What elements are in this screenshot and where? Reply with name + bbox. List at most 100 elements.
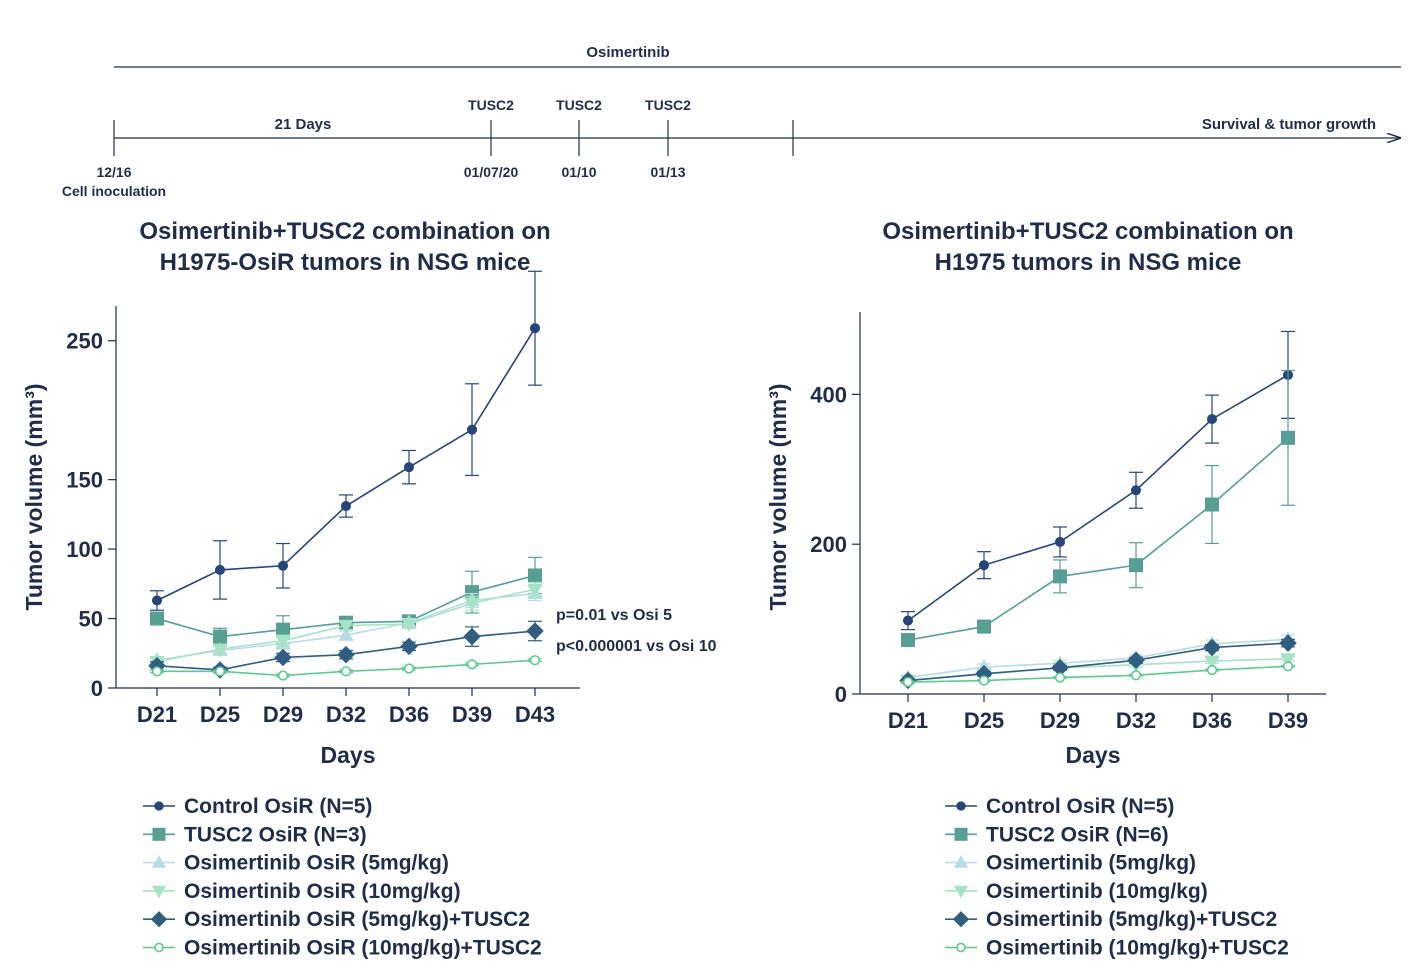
legend-marker	[154, 942, 164, 953]
data-point	[527, 583, 543, 598]
start-event: Cell inoculation	[62, 183, 166, 199]
data-point	[1205, 497, 1219, 512]
legend-item: Osimertinib OsiR (5mg/kg)	[143, 852, 449, 875]
y-tick-label: 250	[66, 329, 103, 354]
data-point	[212, 643, 228, 658]
data-point	[1281, 430, 1295, 445]
legend-marker	[151, 855, 167, 868]
legend-label: Osimertinib OsiR (5mg/kg)+TUSC2	[184, 908, 530, 931]
dose-date-2: 01/10	[561, 164, 596, 180]
chart-h1975-osir: Osimertinib+TUSC2 combination on H1975-O…	[21, 218, 717, 960]
data-point	[403, 462, 415, 473]
data-point	[465, 585, 479, 600]
legend-marker	[956, 801, 966, 811]
data-point	[1130, 485, 1142, 496]
legend-label: TUSC2 OsiR (N=3)	[184, 823, 367, 846]
start-date: 12/16	[96, 164, 131, 180]
legend: Control OsiR (N=5) TUSC2 OsiR (N=3) Osimer…	[143, 795, 542, 960]
x-tick-label: D21	[888, 708, 928, 733]
data-point	[338, 619, 354, 634]
legend-label: TUSC2 OsiR (N=6)	[986, 823, 1169, 846]
legend-label: Control OsiR (N=5)	[184, 795, 372, 818]
chart-title-line-2: H1975 tumors in NSG mice	[935, 249, 1242, 276]
data-point	[466, 424, 478, 435]
legend-item: TUSC2 OsiR (N=3)	[143, 823, 367, 846]
data-point	[1130, 670, 1142, 681]
legend: Control OsiR (N=5) TUSC2 OsiR (N=6) Osimer…	[945, 795, 1289, 960]
x-tick-label: D29	[1040, 708, 1080, 733]
legend-marker	[150, 911, 168, 928]
series-line	[907, 437, 1289, 641]
data-point	[403, 663, 415, 674]
data-point	[528, 568, 542, 583]
data-point	[1051, 659, 1069, 677]
legend-item: Osimertinib OsiR (10mg/kg)+TUSC2	[143, 937, 542, 960]
timeline: Osimertinib 21 Days Survival & tumor gro…	[62, 44, 1401, 199]
plot-area: 0 50 100 150 250 D21 D25 D29 D32 D36 D39 D43	[66, 270, 580, 727]
data-point	[466, 659, 478, 670]
data-point	[901, 633, 915, 648]
y-tick-label: 50	[79, 607, 103, 632]
legend-marker	[953, 855, 969, 868]
data-point	[1054, 536, 1066, 547]
chart-h1975: Osimertinib+TUSC2 combination on H1975 t…	[765, 218, 1326, 960]
legend-item: Osimertinib OsiR (5mg/kg)+TUSC2	[143, 908, 530, 931]
x-axis-label: Days	[321, 742, 376, 768]
series-osi5_tusc2	[899, 634, 1297, 690]
data-point	[275, 635, 291, 649]
chart-title-line-2: H1975-OsiR tumors in NSG mice	[160, 249, 531, 276]
data-point	[340, 666, 352, 677]
y-tick-label: 400	[810, 382, 847, 407]
data-point	[529, 655, 541, 666]
data-point	[150, 611, 164, 626]
x-tick-label: D36	[389, 702, 429, 727]
data-point	[277, 670, 289, 681]
data-point	[1206, 664, 1218, 676]
legend-label: Osimertinib (5mg/kg)	[986, 852, 1196, 875]
data-point	[1053, 569, 1067, 584]
legend-marker	[151, 885, 167, 899]
x-tick-label: D32	[1116, 708, 1156, 733]
legend-item: Control OsiR (N=5)	[945, 795, 1174, 818]
data-point	[276, 622, 290, 637]
legend-label: Osimertinib (10mg/kg)	[986, 880, 1208, 903]
legend-marker	[952, 911, 970, 928]
data-point	[214, 564, 226, 575]
dose-label-3: TUSC2	[645, 97, 691, 113]
timeline-period-label: 21 Days	[275, 116, 332, 133]
data-point	[337, 645, 355, 664]
data-point	[1054, 672, 1066, 683]
series-line	[907, 638, 1289, 679]
annotation-p-osi10: p<0.000001 vs Osi 10	[556, 638, 717, 655]
x-tick-label: D21	[137, 702, 177, 727]
data-point	[463, 627, 481, 646]
data-point	[1203, 638, 1221, 657]
data-point	[151, 666, 163, 677]
legend-marker	[956, 942, 966, 953]
dose-label-1: TUSC2	[468, 97, 514, 113]
data-point	[274, 648, 292, 667]
series-osi10_tusc2	[901, 661, 1295, 688]
legend-item: Osimertinib (5mg/kg)+TUSC2	[945, 908, 1277, 931]
y-tick-label: 200	[810, 532, 847, 557]
series-line	[156, 327, 536, 602]
data-point	[1127, 651, 1145, 670]
series-tusc2	[901, 369, 1295, 648]
legend-label: Osimertinib OsiR (10mg/kg)+TUSC2	[184, 937, 542, 960]
legend-marker	[154, 801, 164, 811]
legend-item: Osimertinib OsiR (10mg/kg)	[143, 880, 461, 903]
x-tick-label: D39	[452, 702, 492, 727]
plot-area: 0 200 400 D21 D25 D29 D32 D36 D39	[810, 312, 1326, 733]
data-point	[1282, 661, 1294, 672]
data-point	[1129, 558, 1143, 573]
x-tick-label: D25	[200, 702, 240, 727]
timeline-end-label: Survival & tumor growth	[1202, 116, 1376, 133]
x-tick-label: D25	[964, 708, 1004, 733]
legend-marker	[953, 885, 969, 899]
data-point	[526, 622, 544, 640]
data-point	[340, 500, 352, 512]
y-tick-label: 0	[91, 676, 103, 701]
data-point	[1204, 655, 1220, 670]
x-tick-label: D39	[1268, 708, 1308, 733]
